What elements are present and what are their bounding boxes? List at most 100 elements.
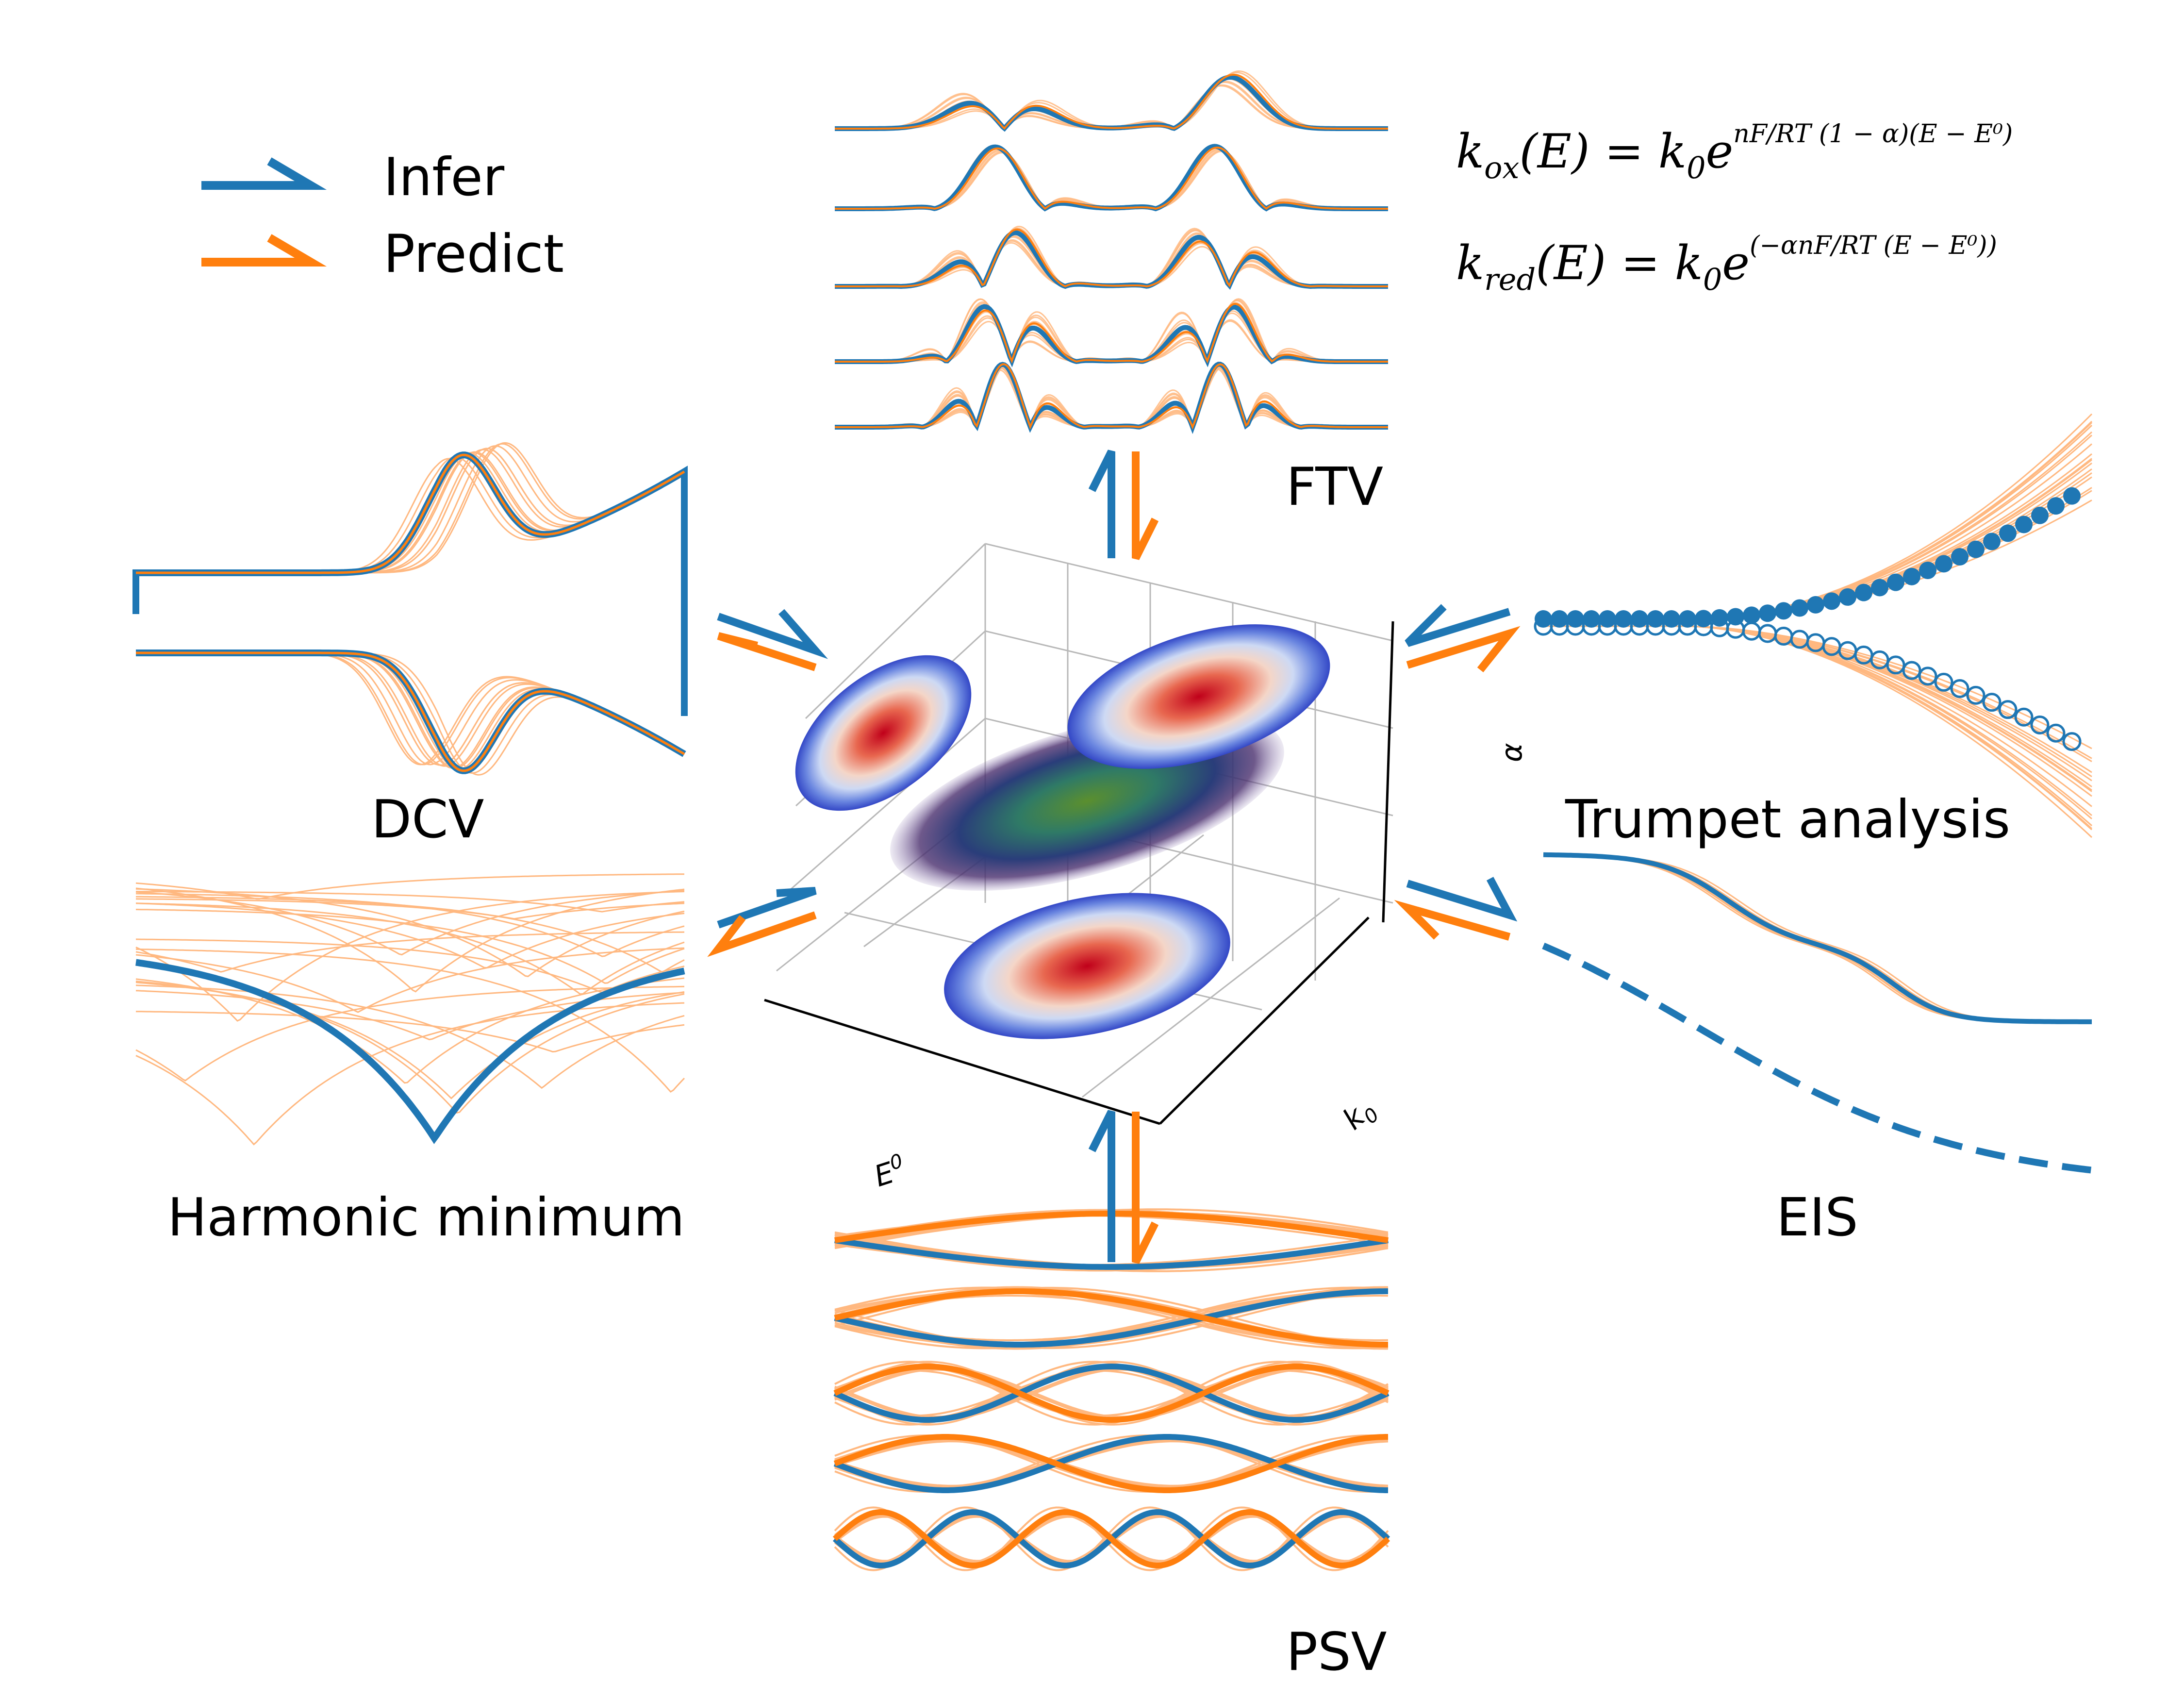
trumpet-reduction-point [1998, 700, 2018, 719]
trumpet-reduction-point [1950, 679, 1969, 699]
dcv-predicted-trace [272, 652, 685, 770]
harmonic-panel-label: Harmonic minimum [167, 1187, 685, 1248]
predict-legend-arrow-icon [201, 234, 327, 267]
ftv-predicted-trace [835, 230, 1388, 287]
trumpet-reduction-point [1902, 661, 1921, 680]
eis-predicted-magnitude [1543, 854, 2092, 1023]
trumpet-panel-label: Trumpet analysis [1565, 789, 2010, 850]
ftv-predicted-trace [835, 149, 1388, 210]
ftv-predicted-trace [835, 366, 1388, 430]
dcv-predicted-mean-reverse [136, 651, 685, 772]
psv-predicted-mean-trace [833, 1434, 1388, 1493]
eis-predicted-magnitude [1543, 854, 2092, 1023]
ftv-predicted-mean-trace [835, 363, 1388, 430]
dcv-predicted-trace [272, 452, 685, 574]
trumpet-oxidation-point [1775, 602, 1792, 620]
psv-predicted-trace [834, 1366, 1389, 1420]
eis-panel-label: EIS [1776, 1187, 1858, 1248]
trumpet-reduction-point [2062, 732, 2082, 751]
ftv-predicted-trace [835, 363, 1388, 429]
ftv-predicted-trace [835, 232, 1388, 287]
dcv-predicted-trace [272, 652, 685, 769]
psv-predicted-trace [834, 1361, 1389, 1426]
dcv-panel [132, 442, 688, 776]
k0-axis-label: k0 [1336, 1092, 1384, 1140]
posterior-projection-e0-k0 [944, 893, 1230, 1039]
ftv-predicted-trace [835, 233, 1388, 287]
ftv-inferred-trace [835, 230, 1388, 290]
ftv-predicted-trace [835, 227, 1388, 287]
harmonic-predicted-trace [135, 1002, 685, 1146]
ftv-predicted-trace [835, 363, 1388, 429]
psv-predicted-mean-trace [833, 1364, 1390, 1423]
ftv-predicted-trace [835, 228, 1388, 287]
eis-panel [1542, 852, 2092, 1174]
dcv-predicted-trace [272, 652, 685, 766]
harmonic-predicted-trace [135, 902, 685, 969]
ftv-panel [835, 70, 1388, 434]
trumpet-oxidation-point [1743, 606, 1760, 624]
trumpet-reduction-point [1886, 655, 1905, 675]
trumpet-reduction-point [2014, 707, 2034, 727]
psv-predicted-mean-trace [832, 1509, 1390, 1569]
trumpet-oxidation-point [1999, 524, 2017, 542]
ftv-predicted-trace [835, 364, 1388, 429]
psv-inferred-trace [833, 1363, 1390, 1423]
ftv-predicted-trace [835, 145, 1388, 210]
psv-inferred-trace [834, 1288, 1388, 1348]
trumpet-oxidation-point [1839, 588, 1856, 606]
eis-predicted-magnitude [1543, 854, 2092, 1023]
eis-predicted-magnitude [1543, 854, 2092, 1023]
trumpet-reduction-point [2046, 723, 2066, 743]
infer-predict-arrow-icon [1406, 626, 1521, 672]
harmonic-inferred-trace [135, 959, 685, 1144]
legend-predict-label: Predict [383, 224, 564, 284]
infer-predict-arrow-icon [707, 911, 817, 957]
harmonic-predicted-trace [135, 977, 685, 1084]
psv-predicted-trace [834, 1286, 1389, 1349]
ftv-predicted-trace [835, 233, 1388, 287]
psv-inferred-trace [833, 1434, 1388, 1493]
ftv-predicted-trace [835, 150, 1388, 210]
psv-predicted-trace [834, 1506, 1389, 1571]
e0-axis-label: E0 [869, 1149, 910, 1194]
psv-predicted-trace [834, 1368, 1389, 1418]
ftv-predicted-trace [835, 82, 1388, 130]
psv-predicted-trace [834, 1440, 1389, 1487]
eis-predicted-magnitude [1543, 854, 2092, 1023]
ftv-predicted-trace [835, 298, 1388, 363]
psv-predicted-trace [834, 1368, 1389, 1418]
eis-predicted-magnitude [1543, 854, 2092, 1023]
psv-predicted-trace [834, 1286, 1389, 1349]
psv-predicted-trace [834, 1367, 1389, 1419]
trumpet-reduction-point [1966, 685, 1985, 705]
psv-panel-label: PSV [1286, 1622, 1387, 1682]
ftv-predicted-trace [835, 146, 1388, 210]
k-red-equation: kred(E) = k0e(−αnF/RT (E − E⁰)) [1456, 231, 1997, 297]
trumpet-predicted-oxidation [1539, 425, 2093, 620]
psv-predicted-trace [834, 1361, 1389, 1426]
infer-predict-arrow-icon [1405, 604, 1511, 647]
trumpet-oxidation-point [2015, 516, 2033, 533]
trumpet-oxidation-point [1871, 579, 1888, 597]
infer-predict-arrow-icon [1132, 1112, 1159, 1264]
eis-predicted-magnitude [1543, 854, 2092, 1023]
infer-predict-arrow-icon [1406, 877, 1518, 922]
ftv-inferred-trace [835, 362, 1388, 434]
eis-predicted-magnitude [1543, 854, 2092, 1023]
flow-arrows [707, 450, 1521, 1264]
ftv-predicted-trace [835, 365, 1388, 429]
ftv-predicted-trace [835, 81, 1388, 130]
harmonic-predicted-trace [135, 887, 685, 993]
harmonic-predicted-trace [135, 985, 685, 1082]
harmonic-predicted-trace [135, 891, 685, 1022]
ftv-predicted-trace [835, 230, 1388, 287]
trumpet-oxidation-point [1903, 567, 1920, 585]
ftv-predicted-trace [835, 146, 1388, 210]
trumpet-oxidation-point [2031, 506, 2049, 524]
psv-predicted-trace [834, 1440, 1389, 1487]
ftv-predicted-trace [835, 229, 1388, 287]
ftv-predicted-trace [835, 148, 1388, 210]
psv-predicted-trace [834, 1367, 1389, 1419]
